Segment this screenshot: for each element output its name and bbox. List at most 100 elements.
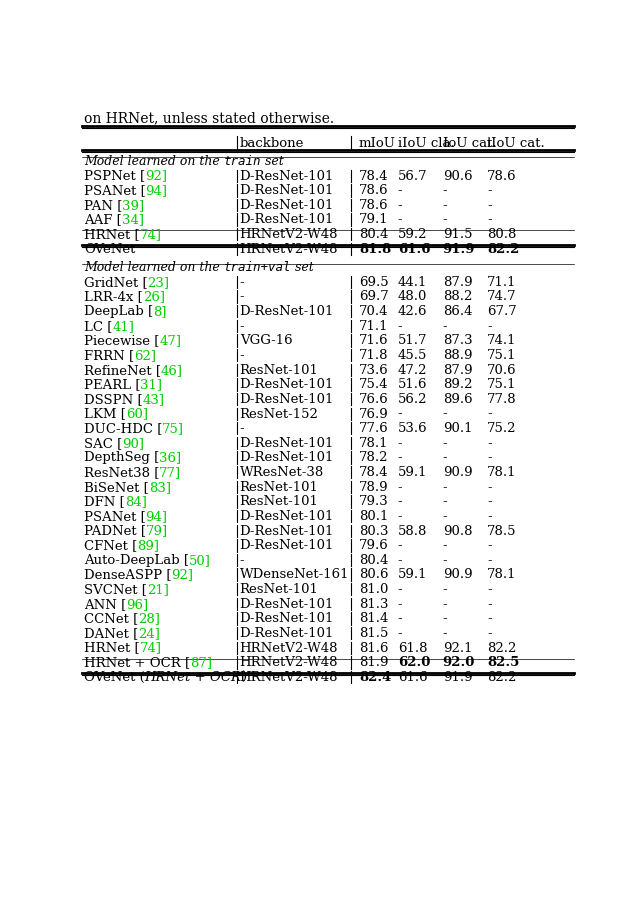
Text: 71.8: 71.8 xyxy=(359,349,388,362)
Text: 62]: 62] xyxy=(134,349,156,362)
Text: 77.8: 77.8 xyxy=(487,393,516,406)
Text: -: - xyxy=(397,213,403,227)
Text: Piecewise [: Piecewise [ xyxy=(84,335,159,347)
Text: Model learned on the: Model learned on the xyxy=(84,155,223,168)
Text: -: - xyxy=(239,422,244,436)
Text: 82.5: 82.5 xyxy=(487,656,519,670)
Text: PADNet [: PADNet [ xyxy=(84,525,146,537)
Text: -: - xyxy=(397,436,403,450)
Text: 60]: 60] xyxy=(125,408,148,420)
Text: 48.0: 48.0 xyxy=(397,291,427,303)
Text: 61.6: 61.6 xyxy=(397,243,430,256)
Text: HRNetV2-W48: HRNetV2-W48 xyxy=(239,642,338,654)
Text: ResNet-152: ResNet-152 xyxy=(239,408,319,420)
Text: PSPNet [: PSPNet [ xyxy=(84,169,145,183)
Text: set: set xyxy=(291,261,314,274)
Text: mIoU: mIoU xyxy=(359,138,396,150)
Text: D-ResNet-101: D-ResNet-101 xyxy=(239,199,334,212)
Text: backbone: backbone xyxy=(239,138,304,150)
Text: 71.1: 71.1 xyxy=(487,276,516,289)
Text: 51.7: 51.7 xyxy=(397,335,428,347)
Text: D-ResNet-101: D-ResNet-101 xyxy=(239,627,334,640)
Text: 69.7: 69.7 xyxy=(359,291,388,303)
Text: 90]: 90] xyxy=(122,436,144,450)
Text: 53.6: 53.6 xyxy=(397,422,428,436)
Text: -: - xyxy=(443,199,447,212)
Text: -: - xyxy=(487,539,492,553)
Text: -: - xyxy=(397,452,403,464)
Text: 8]: 8] xyxy=(153,305,166,318)
Text: train+val: train+val xyxy=(223,261,291,274)
Text: HRNet [: HRNet [ xyxy=(84,642,140,654)
Text: 75.1: 75.1 xyxy=(487,349,516,362)
Text: 80.3: 80.3 xyxy=(359,525,388,537)
Text: HRNetV2-W48: HRNetV2-W48 xyxy=(239,670,338,684)
Text: 24]: 24] xyxy=(138,627,160,640)
Text: 59.1: 59.1 xyxy=(397,569,428,581)
Text: -: - xyxy=(487,213,492,227)
Text: OVeNet (: OVeNet ( xyxy=(84,670,145,684)
Text: 78.1: 78.1 xyxy=(487,569,516,581)
Text: -: - xyxy=(443,436,447,450)
Text: 80.1: 80.1 xyxy=(359,510,388,523)
Text: -: - xyxy=(443,452,447,464)
Text: 56.7: 56.7 xyxy=(397,169,428,183)
Text: HRNetV2-W48: HRNetV2-W48 xyxy=(239,228,338,241)
Text: 41]: 41] xyxy=(112,320,134,333)
Text: 86.4: 86.4 xyxy=(443,305,472,318)
Text: D-ResNet-101: D-ResNet-101 xyxy=(239,393,334,406)
Text: SAC [: SAC [ xyxy=(84,436,122,450)
Text: PAN [: PAN [ xyxy=(84,199,122,212)
Text: -: - xyxy=(443,598,447,611)
Text: 80.4: 80.4 xyxy=(359,228,388,241)
Text: BiSeNet [: BiSeNet [ xyxy=(84,481,148,494)
Text: D-ResNet-101: D-ResNet-101 xyxy=(239,525,334,537)
Text: 91.9: 91.9 xyxy=(443,670,472,684)
Text: -: - xyxy=(397,612,403,625)
Text: 61.6: 61.6 xyxy=(397,670,428,684)
Text: D-ResNet-101: D-ResNet-101 xyxy=(239,598,334,611)
Text: 77]: 77] xyxy=(159,466,181,479)
Text: iIoU cat.: iIoU cat. xyxy=(487,138,545,150)
Text: -: - xyxy=(443,481,447,494)
Text: 87]: 87] xyxy=(190,656,212,670)
Text: -: - xyxy=(239,320,244,333)
Text: IoU cat.: IoU cat. xyxy=(443,138,497,150)
Text: HRNet + OCR: HRNet + OCR xyxy=(145,670,242,684)
Text: WDenseNet-161: WDenseNet-161 xyxy=(239,569,349,581)
Text: 81.4: 81.4 xyxy=(359,612,388,625)
Text: 74.1: 74.1 xyxy=(487,335,516,347)
Text: 90.9: 90.9 xyxy=(443,466,472,479)
Text: 78.6: 78.6 xyxy=(359,199,388,212)
Text: -: - xyxy=(443,612,447,625)
Text: 67.7: 67.7 xyxy=(487,305,516,318)
Text: -: - xyxy=(487,554,492,567)
Text: 90.8: 90.8 xyxy=(443,525,472,537)
Text: D-ResNet-101: D-ResNet-101 xyxy=(239,184,334,197)
Text: 75.4: 75.4 xyxy=(359,378,388,392)
Text: 75.1: 75.1 xyxy=(487,378,516,392)
Text: 81.8: 81.8 xyxy=(359,243,391,256)
Text: 71.1: 71.1 xyxy=(359,320,388,333)
Text: 80.8: 80.8 xyxy=(487,228,516,241)
Text: 78.6: 78.6 xyxy=(359,184,388,197)
Text: 92.1: 92.1 xyxy=(443,642,472,654)
Text: ANN [: ANN [ xyxy=(84,598,126,611)
Text: SVCNet [: SVCNet [ xyxy=(84,583,147,596)
Text: -: - xyxy=(397,408,403,420)
Text: 39]: 39] xyxy=(122,199,145,212)
Text: -: - xyxy=(443,495,447,508)
Text: DenseASPP [: DenseASPP [ xyxy=(84,569,172,581)
Text: 81.0: 81.0 xyxy=(359,583,388,596)
Text: 91.9: 91.9 xyxy=(443,243,475,256)
Text: 92]: 92] xyxy=(145,169,167,183)
Text: 21]: 21] xyxy=(147,583,168,596)
Text: 90.1: 90.1 xyxy=(443,422,472,436)
Text: 51.6: 51.6 xyxy=(397,378,428,392)
Text: 81.5: 81.5 xyxy=(359,627,388,640)
Text: 28]: 28] xyxy=(138,612,160,625)
Text: -: - xyxy=(487,408,492,420)
Text: 43]: 43] xyxy=(143,393,164,406)
Text: 82.2: 82.2 xyxy=(487,642,516,654)
Text: RefineNet [: RefineNet [ xyxy=(84,364,161,376)
